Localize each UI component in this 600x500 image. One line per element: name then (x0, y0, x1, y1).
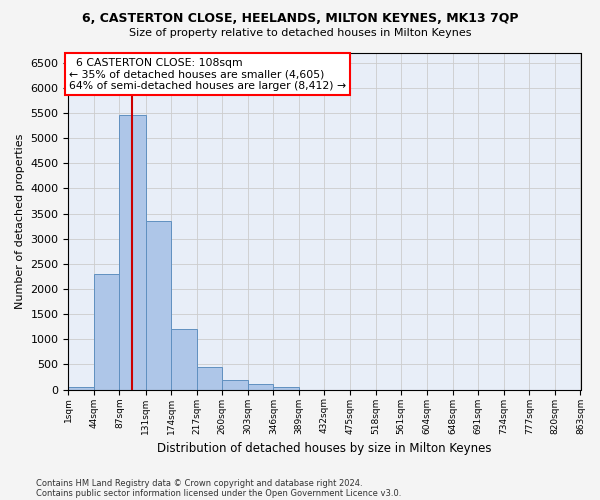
Bar (94, 274, 119, 390)
Text: 6, CASTERTON CLOSE, HEELANDS, MILTON KEYNES, MK13 7QP: 6, CASTERTON CLOSE, HEELANDS, MILTON KEY… (82, 12, 518, 26)
Bar (274, 387, 299, 390)
Bar (248, 384, 274, 390)
Bar (171, 330, 197, 390)
Bar (146, 221, 171, 390)
Bar (68, 387, 94, 390)
Text: Contains HM Land Registry data © Crown copyright and database right 2024.: Contains HM Land Registry data © Crown c… (36, 478, 362, 488)
Bar (119, 116, 146, 390)
Text: Contains public sector information licensed under the Open Government Licence v3: Contains public sector information licen… (36, 488, 401, 498)
Bar (197, 367, 222, 390)
Text: 6 CASTERTON CLOSE: 108sqm  
← 35% of detached houses are smaller (4,605)
64% of : 6 CASTERTON CLOSE: 108sqm ← 35% of detac… (69, 58, 346, 91)
Bar (222, 380, 248, 390)
Text: Size of property relative to detached houses in Milton Keynes: Size of property relative to detached ho… (129, 28, 471, 38)
X-axis label: Distribution of detached houses by size in Milton Keynes: Distribution of detached houses by size … (157, 442, 492, 455)
Y-axis label: Number of detached properties: Number of detached properties (15, 134, 25, 309)
